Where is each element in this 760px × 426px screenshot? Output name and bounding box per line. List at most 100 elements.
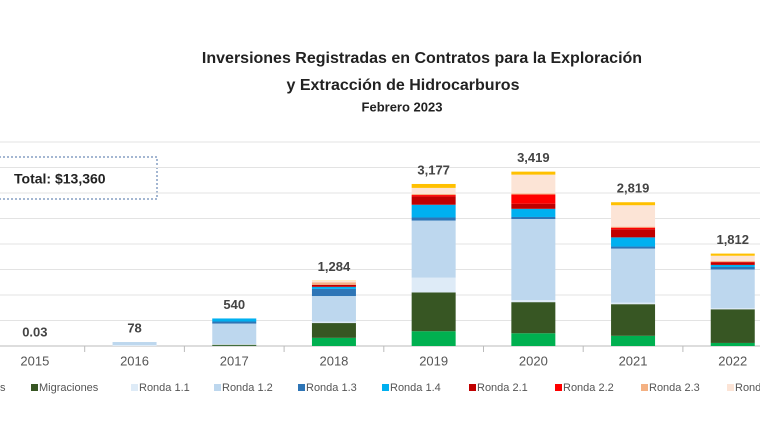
- bar-segment: [411, 220, 456, 278]
- x-tick-label: 2017: [220, 353, 249, 368]
- bar-segment: [611, 248, 656, 303]
- bar-segment: [112, 342, 157, 345]
- bar-segment: [611, 227, 656, 230]
- bar-segment: [710, 264, 755, 267]
- bar-segment: [710, 261, 755, 263]
- bar-segment: [311, 282, 356, 285]
- total-label: 2,819: [617, 181, 650, 196]
- bar-segment: [710, 266, 755, 270]
- total-label: 1,284: [318, 259, 351, 274]
- bar-segment: [212, 344, 257, 346]
- bar-segment: [112, 344, 157, 346]
- legend-swatch: [641, 384, 648, 391]
- legend-label: Ronda 1.1: [139, 382, 190, 394]
- bar-segment: [411, 292, 456, 332]
- legend-label: Migraciones: [39, 382, 99, 394]
- total-label: 0.03: [22, 324, 47, 339]
- legend-label: Ronda 1.2: [222, 382, 273, 394]
- total-label: 3,419: [517, 150, 550, 165]
- total-label: 3,177: [417, 162, 450, 177]
- bar-segment: [411, 195, 456, 197]
- bar-segment: [611, 226, 656, 228]
- legend-swatch: [31, 384, 38, 391]
- total-label: 540: [223, 297, 245, 312]
- legend-label: Rond: [735, 382, 760, 394]
- legend-swatch: [131, 384, 138, 391]
- x-tick-label: 2022: [718, 353, 747, 368]
- annotation: Total: $13,360: [14, 171, 106, 187]
- bar-segment: [611, 304, 656, 336]
- bar-segment: [710, 255, 755, 261]
- bar-segment: [710, 262, 755, 265]
- bar-segment: [212, 318, 257, 322]
- chart-subtitle: Febrero 2023: [362, 99, 443, 114]
- bar-segment: [212, 321, 257, 324]
- legend-label: Ronda 1.3: [306, 382, 357, 394]
- legend-swatch: [469, 384, 476, 391]
- bar-segment: [511, 171, 556, 175]
- bar-segment: [611, 229, 656, 238]
- bar-segment: [311, 280, 356, 283]
- legend-label: Ronda 2.1: [477, 382, 528, 394]
- bar-segment: [710, 308, 755, 310]
- bar-segment: [411, 204, 456, 218]
- bar-segment: [511, 208, 556, 217]
- chart-title: y Extracción de Hidrocarburos: [287, 77, 520, 94]
- bar-segment: [212, 343, 257, 345]
- bar-segment: [611, 202, 656, 206]
- bar-segment: [511, 300, 556, 303]
- bar-segment: [511, 194, 556, 204]
- bar-segment: [311, 323, 356, 338]
- bar-segment: [511, 333, 556, 346]
- x-tick-label: 2021: [619, 353, 648, 368]
- x-tick-label: 2020: [519, 353, 548, 368]
- bar-segment: [710, 253, 755, 256]
- bar-segment: [311, 286, 356, 289]
- legend-label: Ronda 1.4: [390, 382, 441, 394]
- bar-segment: [611, 237, 656, 247]
- bar-segment: [511, 174, 556, 194]
- x-tick-label: 2018: [319, 353, 348, 368]
- bar-segment: [411, 183, 456, 188]
- bar-segment: [611, 246, 656, 249]
- bar-segment: [411, 277, 456, 293]
- bar-segment: [710, 309, 755, 343]
- legend-label: s: [0, 382, 6, 394]
- bar-segment: [511, 216, 556, 220]
- bar-segment: [311, 337, 356, 346]
- legend-label: Ronda 2.2: [563, 382, 614, 394]
- bar-segment: [411, 194, 456, 196]
- bar-segment: [411, 196, 456, 205]
- bar-segment: [611, 302, 656, 305]
- bar-segment: [311, 321, 356, 324]
- total-label: 78: [127, 320, 141, 335]
- bar-segment: [411, 217, 456, 221]
- legend-swatch: [382, 384, 389, 391]
- bar-segment: [411, 187, 456, 195]
- total-label: 1,812: [716, 232, 749, 247]
- bar-segment: [710, 260, 755, 262]
- x-tick-label: 2016: [120, 353, 149, 368]
- bar-segment: [611, 205, 656, 227]
- bar-segment: [511, 302, 556, 334]
- bar-segment: [511, 203, 556, 209]
- legend-swatch: [555, 384, 562, 391]
- bar-segment: [710, 342, 755, 346]
- bar-segment: [311, 296, 356, 322]
- legend-swatch: [727, 384, 734, 391]
- x-tick-label: 2019: [419, 353, 448, 368]
- annotation-box: [0, 156, 158, 200]
- bar-segment: [311, 284, 356, 287]
- bar-segment: [710, 269, 755, 309]
- x-tick-label: 2015: [20, 353, 49, 368]
- chart-title: Inversiones Registradas en Contratos par…: [202, 50, 642, 67]
- bar-segment: [212, 323, 257, 344]
- bar-segment: [611, 335, 656, 346]
- bar-segment: [511, 193, 556, 195]
- bar-segment: [511, 219, 556, 301]
- legend-swatch: [214, 384, 221, 391]
- bar-segment: [411, 331, 456, 346]
- bar-segment: [311, 288, 356, 297]
- legend-label: Ronda 2.3: [649, 382, 700, 394]
